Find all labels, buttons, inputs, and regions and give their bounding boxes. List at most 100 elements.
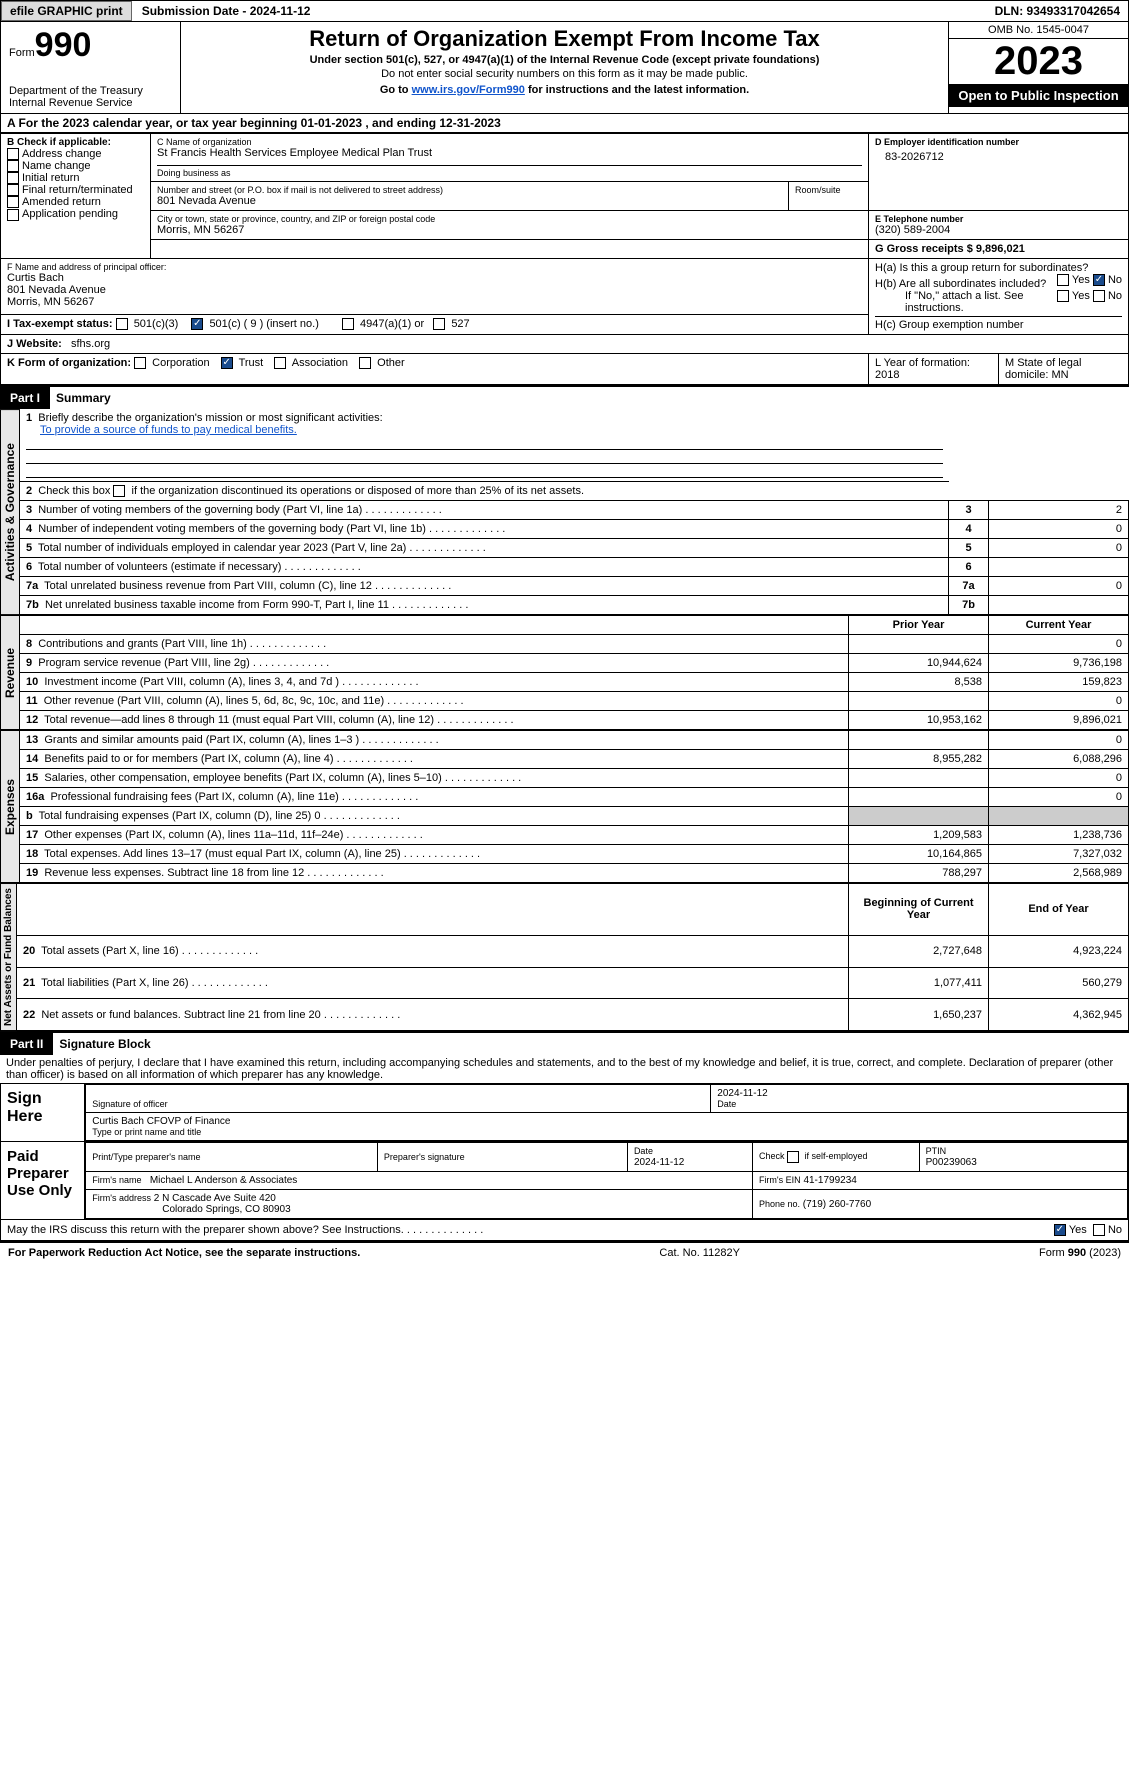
firm-ein-label: Firm's EIN (759, 1175, 801, 1185)
ha-label: H(a) Is this a group return for subordin… (875, 262, 1088, 274)
part1-title: Summary (56, 391, 111, 405)
table-row: 22 Net assets or fund balances. Subtract… (17, 999, 1129, 1031)
chk-other[interactable] (359, 357, 371, 369)
goto-line: Go to www.irs.gov/Form990 for instructio… (185, 84, 944, 96)
hb-no[interactable] (1093, 290, 1105, 302)
table-row: 20 Total assets (Part X, line 16)2,727,6… (17, 935, 1129, 967)
table-row: 7b Net unrelated business taxable income… (20, 596, 1129, 615)
page-footer: For Paperwork Reduction Act Notice, see … (0, 1241, 1129, 1263)
form-number: 990 (35, 26, 92, 64)
table-row: 18 Total expenses. Add lines 13–17 (must… (20, 845, 1129, 864)
table-row: 5 Total number of individuals employed i… (20, 539, 1129, 558)
table-row: 21 Total liabilities (Part X, line 26)1,… (17, 967, 1129, 999)
street-label: Number and street (or P.O. box if mail i… (157, 185, 782, 195)
org-name-label: C Name of organization (157, 137, 862, 147)
sig-date1: 2024-11-12 (717, 1088, 1121, 1099)
officer-addr2: Morris, MN 56267 (7, 296, 862, 308)
firm-phone-label: Phone no. (759, 1199, 800, 1209)
open-inspection: Open to Public Inspection (949, 84, 1128, 107)
hb-label: H(b) Are all subordinates included? (875, 278, 1046, 290)
table-row: 8 Contributions and grants (Part VIII, l… (20, 635, 1129, 654)
submission-date: Submission Date - 2024-11-12 (134, 2, 319, 20)
officer-name: Curtis Bach (7, 272, 862, 284)
form-subtitle: Under section 501(c), 527, or 4947(a)(1)… (185, 54, 944, 66)
paid-preparer-label: Paid Preparer Use Only (1, 1142, 85, 1219)
efile-print-button[interactable]: efile GRAPHIC print (1, 1, 132, 21)
hc-label: H(c) Group exemption number (875, 316, 1122, 331)
chk-address-change[interactable]: Address change (7, 148, 144, 160)
table-row: 6 Total number of volunteers (estimate i… (20, 558, 1129, 577)
chk-assoc[interactable] (274, 357, 286, 369)
ein-value: 83-2026712 (885, 151, 1122, 163)
officer-name-title: Curtis Bach CFOVP of Finance (92, 1116, 1121, 1127)
ptin: P00239063 (926, 1157, 977, 1168)
date2-label: Date (634, 1146, 653, 1156)
chk-501c[interactable] (191, 318, 203, 330)
table-row: 10 Investment income (Part VIII, column … (20, 673, 1129, 692)
firm-addr2: Colorado Springs, CO 80903 (162, 1204, 290, 1215)
hb-yes[interactable] (1057, 290, 1069, 302)
omb-number: OMB No. 1545-0047 (949, 22, 1128, 39)
form-word: Form (9, 47, 35, 59)
chk-corp[interactable] (134, 357, 146, 369)
table-row: 11 Other revenue (Part VIII, column (A),… (20, 692, 1129, 711)
expenses-table: 13 Grants and similar amounts paid (Part… (20, 730, 1129, 883)
chk-self-employed[interactable] (787, 1151, 799, 1163)
table-row: 13 Grants and similar amounts paid (Part… (20, 731, 1129, 750)
discuss-row: May the IRS discuss this return with the… (0, 1220, 1129, 1241)
firm-addr-label: Firm's address (92, 1193, 151, 1203)
ha-yes[interactable] (1057, 274, 1069, 286)
table-row: 12 Total revenue—add lines 8 through 11 … (20, 711, 1129, 730)
firm-addr1: 2 N Cascade Ave Suite 420 (154, 1193, 276, 1204)
hdr-current: Current Year (989, 616, 1129, 635)
form-header: Form990 Department of the Treasury Inter… (0, 22, 1129, 113)
discuss-text: May the IRS discuss this return with the… (7, 1224, 404, 1236)
table-row: 9 Program service revenue (Part VIII, li… (20, 654, 1129, 673)
chk-discontinued[interactable] (113, 485, 125, 497)
room-label: Room/suite (795, 185, 862, 195)
line1-label: Briefly describe the organization's miss… (38, 412, 382, 424)
chk-final-return[interactable]: Final return/terminated (7, 184, 144, 196)
firm-ein: 41-1799234 (803, 1175, 856, 1186)
table-row: 4 Number of independent voting members o… (20, 520, 1129, 539)
dept-treasury: Department of the Treasury (9, 85, 172, 97)
table-row: 14 Benefits paid to or for members (Part… (20, 750, 1129, 769)
phone-value: (320) 589-2004 (875, 224, 1122, 236)
chk-pending[interactable]: Application pending (7, 208, 144, 220)
footer-right: Form 990 (2023) (1039, 1247, 1121, 1259)
year-formation: L Year of formation: 2018 (869, 354, 999, 384)
hdr-end: End of Year (989, 884, 1129, 936)
footer-left: For Paperwork Reduction Act Notice, see … (8, 1247, 360, 1259)
governance-table: 1 Briefly describe the organization's mi… (20, 409, 1129, 615)
footer-mid: Cat. No. 11282Y (659, 1247, 740, 1259)
hdr-begin: Beginning of Current Year (849, 884, 989, 936)
goto-suffix: for instructions and the latest informat… (525, 84, 749, 96)
chk-527[interactable] (433, 318, 445, 330)
dln-label: DLN: 93493317042654 (987, 2, 1128, 20)
discuss-yes[interactable] (1054, 1224, 1066, 1236)
table-row: 15 Salaries, other compensation, employe… (20, 769, 1129, 788)
chk-initial-return[interactable]: Initial return (7, 172, 144, 184)
netassets-table: Beginning of Current YearEnd of Year 20 … (17, 883, 1129, 1031)
ptin-label: PTIN (926, 1146, 947, 1156)
dba-label: Doing business as (157, 165, 862, 178)
revenue-table: Prior YearCurrent Year 8 Contributions a… (20, 615, 1129, 730)
chk-4947[interactable] (342, 318, 354, 330)
chk-501c3[interactable] (116, 318, 128, 330)
chk-name-change[interactable]: Name change (7, 160, 144, 172)
firm-name-label: Firm's name (92, 1175, 141, 1185)
type-name-label: Type or print name and title (92, 1127, 1121, 1137)
part1-header: Part I (0, 387, 50, 409)
irs-link[interactable]: www.irs.gov/Form990 (412, 84, 525, 96)
discuss-no[interactable] (1093, 1224, 1105, 1236)
sig-officer-label: Signature of officer (92, 1099, 704, 1109)
chk-amended[interactable]: Amended return (7, 196, 144, 208)
part2-header: Part II (0, 1033, 53, 1055)
website-value: sfhs.org (71, 338, 110, 350)
ha-no[interactable] (1093, 274, 1105, 286)
mission-text: To provide a source of funds to pay medi… (40, 424, 297, 436)
state-domicile: M State of legal domicile: MN (999, 354, 1128, 384)
box-b-label: B Check if applicable: (7, 137, 144, 148)
chk-trust[interactable] (221, 357, 233, 369)
table-row: 7a Total unrelated business revenue from… (20, 577, 1129, 596)
